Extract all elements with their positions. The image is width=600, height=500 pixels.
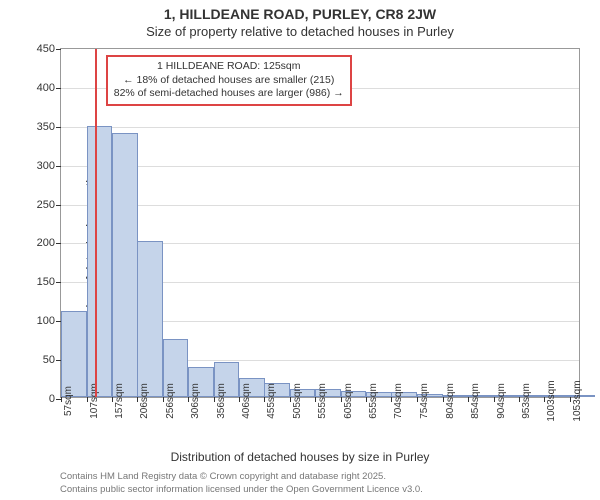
x-tick-mark <box>87 397 88 402</box>
x-tick-label: 854sqm <box>468 383 481 419</box>
y-tick-mark <box>56 49 61 50</box>
callout-line3: 82% of semi-detached houses are larger (… <box>114 87 344 101</box>
x-tick-mark <box>61 397 62 402</box>
y-tick-mark <box>56 282 61 283</box>
x-tick-label: 904sqm <box>494 383 507 419</box>
chart-subtitle: Size of property relative to detached ho… <box>0 24 600 39</box>
x-tick-mark <box>290 397 291 402</box>
x-tick-mark <box>468 397 469 402</box>
x-tick-label: 306sqm <box>188 383 201 419</box>
gridline <box>61 166 579 167</box>
gridline <box>61 127 579 128</box>
x-tick-mark <box>188 397 189 402</box>
x-tick-label: 107sqm <box>87 383 100 419</box>
x-tick-label: 953sqm <box>519 383 532 419</box>
x-tick-label: 356sqm <box>214 383 227 419</box>
x-tick-label: 804sqm <box>443 383 456 419</box>
x-tick-label: 1003sqm <box>544 380 557 421</box>
x-tick-label: 206sqm <box>137 383 150 419</box>
y-tick-mark <box>56 88 61 89</box>
footer-attribution: Contains HM Land Registry data © Crown c… <box>60 471 423 496</box>
x-tick-label: 605sqm <box>341 383 354 419</box>
x-tick-label: 655sqm <box>366 383 379 419</box>
x-tick-mark <box>315 397 316 402</box>
y-tick-label: 300 <box>37 160 55 172</box>
x-tick-label: 505sqm <box>290 383 303 419</box>
y-tick-label: 250 <box>37 199 55 211</box>
histogram-bar <box>61 311 87 397</box>
y-tick-label: 50 <box>43 354 55 366</box>
plot-area: 05010015020025030035040045057sqm107sqm15… <box>60 48 580 398</box>
y-tick-label: 400 <box>37 82 55 94</box>
x-tick-mark <box>417 397 418 402</box>
property-marker-line <box>95 49 97 397</box>
x-tick-mark <box>112 397 113 402</box>
x-tick-label: 754sqm <box>417 383 430 419</box>
y-tick-label: 0 <box>49 393 55 405</box>
x-tick-label: 157sqm <box>112 383 125 419</box>
x-tick-mark <box>570 397 571 402</box>
x-tick-mark <box>544 397 545 402</box>
callout-box: 1 HILLDEANE ROAD: 125sqm ← 18% of detach… <box>106 55 352 106</box>
x-tick-mark <box>366 397 367 402</box>
y-tick-label: 150 <box>37 276 55 288</box>
histogram-bar <box>87 126 113 397</box>
x-tick-mark <box>519 397 520 402</box>
y-tick-label: 100 <box>37 315 55 327</box>
footer-line1: Contains HM Land Registry data © Crown c… <box>60 471 423 483</box>
x-tick-mark <box>341 397 342 402</box>
histogram-bar <box>137 241 163 397</box>
x-tick-mark <box>137 397 138 402</box>
gridline <box>61 205 579 206</box>
x-tick-mark <box>494 397 495 402</box>
chart-container: 1, HILLDEANE ROAD, PURLEY, CR8 2JW Size … <box>0 0 600 500</box>
x-tick-mark <box>264 397 265 402</box>
histogram-bar <box>112 133 138 397</box>
y-tick-label: 450 <box>37 43 55 55</box>
x-tick-mark <box>391 397 392 402</box>
x-tick-mark <box>214 397 215 402</box>
y-tick-mark <box>56 243 61 244</box>
x-tick-label: 256sqm <box>163 383 176 419</box>
callout-line2: ← 18% of detached houses are smaller (21… <box>114 74 344 88</box>
x-tick-label: 704sqm <box>391 383 404 419</box>
y-tick-mark <box>56 166 61 167</box>
y-tick-mark <box>56 127 61 128</box>
x-tick-label: 555sqm <box>315 383 328 419</box>
x-tick-label: 57sqm <box>61 386 74 416</box>
callout-line1: 1 HILLDEANE ROAD: 125sqm <box>114 60 344 74</box>
x-tick-mark <box>443 397 444 402</box>
x-tick-label: 455sqm <box>264 383 277 419</box>
y-tick-label: 350 <box>37 121 55 133</box>
x-tick-label: 1053sqm <box>570 380 583 421</box>
x-tick-label: 406sqm <box>239 383 252 419</box>
chart-title: 1, HILLDEANE ROAD, PURLEY, CR8 2JW <box>0 6 600 22</box>
x-axis-label: Distribution of detached houses by size … <box>0 450 600 464</box>
x-tick-mark <box>239 397 240 402</box>
footer-line2: Contains public sector information licen… <box>60 484 423 496</box>
x-tick-mark <box>163 397 164 402</box>
y-tick-label: 200 <box>37 237 55 249</box>
y-tick-mark <box>56 205 61 206</box>
